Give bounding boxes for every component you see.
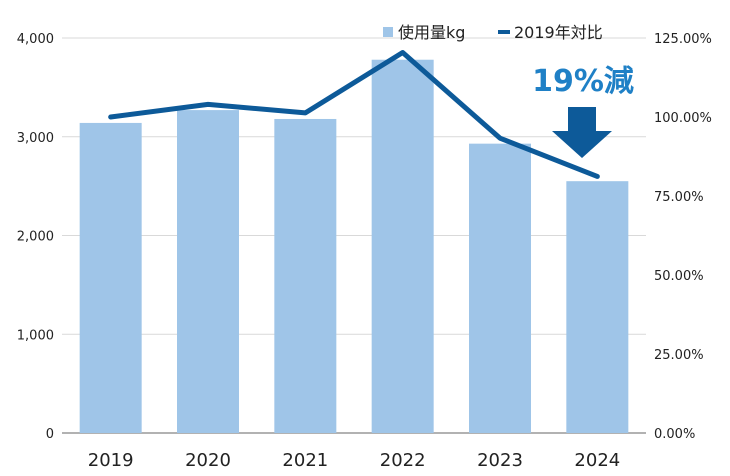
legend-swatch-line: [498, 30, 510, 34]
legend-swatch-bar: [383, 27, 393, 37]
right-axis: 0.00% 25.00% 50.00% 75.00% 100.00% 125.00%: [654, 32, 712, 442]
y-right-tick-label: 50.00%: [654, 269, 704, 284]
y-left-tick-label: 3,000: [17, 131, 54, 146]
series-line: [108, 50, 600, 179]
legend-label-line: 2019年対比: [514, 23, 603, 42]
left-axis: 0 1,000 2,000 3,000 4,000: [17, 32, 54, 442]
x-tick-label: 2023: [477, 450, 523, 471]
y-left-tick-label: 4,000: [17, 32, 54, 47]
x-tick-label: 2020: [185, 450, 231, 471]
y-right-tick-label: 100.00%: [654, 111, 712, 126]
y-right-tick-label: 75.00%: [654, 190, 704, 205]
gridlines: [62, 37, 646, 434]
y-left-tick-label: 1,000: [17, 328, 54, 343]
bar: [177, 110, 239, 434]
y-right-tick-label: 0.00%: [654, 427, 695, 442]
line-series: [108, 50, 600, 179]
x-tick-label: 2019: [88, 450, 134, 471]
bar: [371, 59, 434, 433]
bar: [274, 118, 337, 433]
bar: [566, 181, 629, 433]
x-tick-label: 2021: [282, 450, 328, 471]
bar: [79, 122, 142, 434]
annotation: 19%減: [532, 64, 634, 158]
x-axis: 2019 2020 2021 2022 2023 2024: [88, 450, 620, 471]
down-arrow-icon: [552, 107, 612, 158]
legend: 使用量kg 2019年対比: [383, 23, 603, 42]
bar: [469, 143, 531, 433]
annotation-text: 19%減: [532, 64, 634, 99]
x-tick-label: 2022: [380, 450, 426, 471]
y-right-tick-label: 125.00%: [654, 32, 712, 47]
legend-label-bar: 使用量kg: [398, 23, 465, 42]
x-tick-label: 2024: [574, 450, 620, 471]
y-left-tick-label: 2,000: [17, 230, 54, 245]
y-right-tick-label: 25.00%: [654, 348, 704, 363]
bar-series: [79, 59, 629, 434]
y-left-tick-label: 0: [46, 427, 54, 442]
